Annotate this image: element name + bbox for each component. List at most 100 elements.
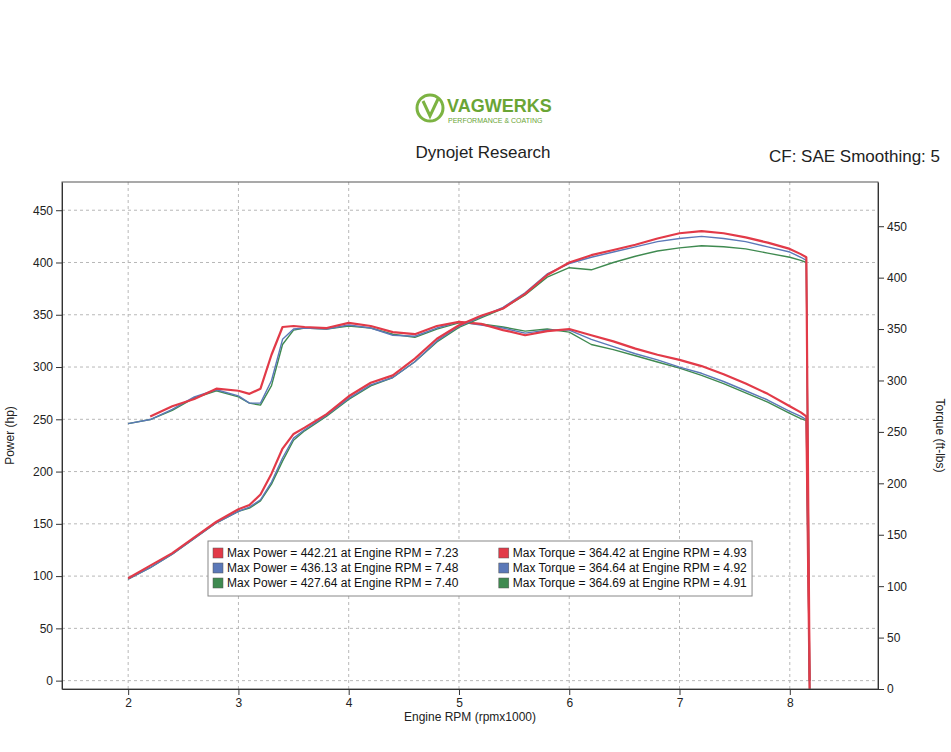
grid-line-y (62, 523, 878, 524)
legend-swatch (213, 548, 223, 558)
y-axis-tick-mark (56, 576, 62, 577)
y-axis-tick-label: 100 (33, 569, 53, 583)
legend-label: Max Torque = 364.42 at Engine RPM = 4.93 (513, 546, 747, 560)
legend-box (208, 541, 752, 596)
torque-line (128, 323, 809, 689)
y-axis-line (62, 183, 63, 690)
legend-label: Max Power = 442.21 at Engine RPM = 7.23 (227, 546, 459, 560)
x-axis-tick: 4 (346, 689, 353, 710)
y2-axis-tick: 250 (878, 425, 907, 439)
y2-axis-tick-mark (878, 483, 884, 484)
y2-axis-tick-mark (878, 329, 884, 330)
y2-axis-tick-mark (878, 586, 884, 587)
y-axis-tick-mark (56, 472, 62, 473)
y-axis-title: Power (hp) (3, 406, 17, 465)
y-axis-tick-mark (56, 367, 62, 368)
plot-area (62, 182, 878, 689)
grid-line-y (62, 210, 878, 211)
x-axis-title: Engine RPM (rpmx1000) (404, 710, 536, 724)
legend-swatch (213, 563, 223, 573)
y2-axis-tick-label: 250 (887, 425, 907, 439)
y-axis-tick-mark (56, 315, 62, 316)
legend-item: Max Power = 436.13 at Engine RPM = 7.48 (213, 561, 459, 575)
legend-label: Max Torque = 364.69 at Engine RPM = 4.91 (513, 576, 747, 590)
x-axis-tick-label: 7 (677, 696, 684, 710)
y2-axis-tick: 300 (878, 374, 907, 388)
grid-line-x (458, 182, 459, 689)
y-axis-tick: 200 (33, 465, 62, 479)
y-axis-tick-mark (56, 419, 62, 420)
x-axis-tick-mark (569, 689, 570, 695)
legend-swatch (499, 578, 509, 588)
plot-frame (62, 182, 878, 689)
logo-icon (417, 95, 443, 121)
y-axis-tick-label: 200 (33, 465, 53, 479)
y2-axis-line (878, 183, 879, 690)
grid-line-y (62, 680, 878, 681)
y-axis-tick: 400 (33, 256, 62, 270)
legend-label: Max Power = 436.13 at Engine RPM = 7.48 (227, 561, 459, 575)
x-axis-tick-mark (459, 689, 460, 695)
title: Dynojet Research (415, 143, 550, 162)
grid-line-y (62, 419, 878, 420)
legend-item: Max Power = 442.21 at Engine RPM = 7.23 (213, 546, 459, 560)
y-axis-tick-mark (56, 681, 62, 682)
legend-swatch (499, 548, 509, 558)
legend-label: Max Torque = 364.64 at Engine RPM = 4.92 (513, 561, 747, 575)
y2-axis-tick-mark (878, 432, 884, 433)
y2-axis-tick-label: 200 (887, 477, 907, 491)
y-axis-tick-label: 250 (33, 413, 53, 427)
x-axis-tick: 2 (125, 689, 132, 710)
legend-item: Max Torque = 364.42 at Engine RPM = 4.93 (499, 546, 747, 560)
legend-label: Max Power = 427.64 at Engine RPM = 7.40 (227, 576, 459, 590)
y-axis-tick-mark (56, 210, 62, 211)
y2-axis-title: Torque (ft-lbs) (933, 398, 947, 472)
y2-axis-tick: 50 (878, 631, 901, 645)
y-axis-tick: 50 (40, 622, 62, 636)
x-axis-tick-mark (680, 689, 681, 695)
y2-axis-tick: 100 (878, 580, 907, 594)
background (0, 0, 951, 752)
y-axis-tick: 0 (46, 674, 62, 688)
y-axis-tick-label: 300 (33, 360, 53, 374)
logo-text: VAGWERKS (447, 96, 552, 116)
y-axis-tick-mark (56, 262, 62, 263)
x-axis-tick: 8 (787, 689, 794, 710)
y-axis-tick: 100 (33, 569, 62, 583)
x-axis-tick-mark (128, 689, 129, 695)
y-axis-tick: 450 (33, 204, 62, 218)
y-axis-tick-label: 350 (33, 308, 53, 322)
y2-axis-tick-label: 100 (887, 580, 907, 594)
y-axis: 0 50 100 150 200 250 300 350 400 450 (33, 183, 63, 690)
y2-axis-tick-mark (878, 638, 884, 639)
y2-axis: 050100150200250300350400450 (878, 183, 907, 697)
x-axis-tick-mark (790, 689, 791, 695)
y-axis-tick: 350 (33, 308, 62, 322)
y-axis-tick-label: 0 (46, 674, 53, 688)
y2-axis-tick-mark (878, 380, 884, 381)
grid-line-y (62, 628, 878, 629)
legend-item: Max Power = 427.64 at Engine RPM = 7.40 (213, 576, 459, 590)
y-axis-tick-label: 450 (33, 204, 53, 218)
y2-axis-tick: 450 (878, 220, 907, 234)
y-axis-tick: 150 (33, 517, 62, 531)
x-axis-tick: 3 (236, 689, 243, 710)
y2-axis-tick-mark (878, 226, 884, 227)
y2-axis-tick-label: 450 (887, 220, 907, 234)
grid-line-x (679, 182, 680, 689)
legend-item: Max Torque = 364.64 at Engine RPM = 4.92 (499, 561, 747, 575)
lines (128, 231, 809, 689)
legend-item: Max Torque = 364.69 at Engine RPM = 4.91 (499, 576, 747, 590)
y2-axis-tick-mark (878, 535, 884, 536)
chart: 2345678050100150200250300350400450050100… (0, 0, 951, 752)
power-line (128, 231, 809, 681)
y-axis-tick-mark (56, 628, 62, 629)
torque-line (128, 322, 809, 689)
y-axis-tick-mark (56, 524, 62, 525)
grid-line-y (62, 471, 878, 472)
y-axis-tick-label: 150 (33, 517, 53, 531)
power-line (128, 236, 809, 680)
grid-line-x (128, 182, 129, 689)
x-axis-tick: 7 (677, 689, 684, 710)
correction-label: CF: SAE Smoothing: 5 (769, 147, 940, 166)
